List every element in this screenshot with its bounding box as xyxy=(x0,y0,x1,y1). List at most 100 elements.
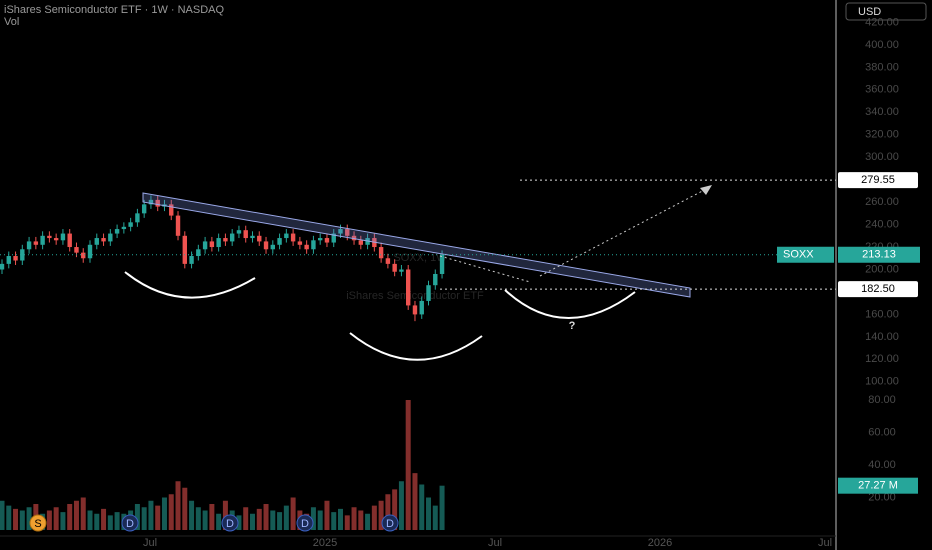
candle-body xyxy=(114,229,120,234)
candle-body xyxy=(94,238,99,245)
y-tick-label: 360.00 xyxy=(865,84,899,96)
candle-body xyxy=(169,204,174,216)
head xyxy=(349,332,483,361)
candle-body xyxy=(0,263,5,270)
candle-body xyxy=(40,235,45,245)
volume-bar xyxy=(19,510,25,530)
candle-body xyxy=(270,244,275,250)
candle-body xyxy=(53,238,59,241)
volume-bar xyxy=(324,500,330,530)
candle-body xyxy=(60,233,66,241)
candle-body xyxy=(338,229,343,234)
x-tick-label: Jul xyxy=(488,537,502,549)
currency: USD xyxy=(858,6,881,18)
volume-bar xyxy=(270,510,276,530)
candle-body xyxy=(412,305,418,315)
volume-bar xyxy=(114,512,120,530)
candle-body xyxy=(223,238,228,242)
volume-value-box xyxy=(838,477,918,494)
candle-body xyxy=(128,222,133,227)
volume-bar xyxy=(107,515,113,530)
candle-body xyxy=(229,233,235,242)
x-tick-label: Jul xyxy=(818,537,832,549)
volume-bar xyxy=(182,487,188,530)
y-tick-label: 320.00 xyxy=(865,129,899,141)
volume-bar xyxy=(243,507,249,530)
last-price-label: 213.13 xyxy=(862,249,896,261)
candle-body xyxy=(87,244,93,259)
event-label: S xyxy=(34,518,41,530)
event-label: D xyxy=(126,518,134,530)
y-tick-label: 120.00 xyxy=(865,353,899,365)
candle-body xyxy=(20,249,25,261)
volume-bar xyxy=(6,505,12,530)
candle-body xyxy=(196,249,201,257)
volume-bar xyxy=(202,510,208,530)
event-label: D xyxy=(226,518,234,530)
y-tick-label: 300.00 xyxy=(865,151,899,163)
candle-body xyxy=(345,229,350,236)
y-tick-label: 380.00 xyxy=(865,61,899,73)
volume-tick-label: 40.00 xyxy=(868,459,896,471)
candle-body xyxy=(26,241,32,250)
volume-bar xyxy=(290,497,296,530)
volume-bar xyxy=(134,504,140,530)
candle-body xyxy=(202,241,208,250)
y-tick-label: 260.00 xyxy=(865,196,899,208)
candle-body xyxy=(141,204,147,214)
volume-bar xyxy=(358,510,364,530)
candle-body xyxy=(74,247,79,253)
candle-body xyxy=(250,235,255,239)
volume-bar xyxy=(222,500,228,530)
volume-bar xyxy=(148,500,154,530)
volume-bar xyxy=(405,400,411,530)
volume-bar xyxy=(155,505,161,530)
chart-title: iShares Semiconductor ETF · 1W · NASDAQ xyxy=(4,4,225,16)
y-tick-label: 200.00 xyxy=(865,263,899,275)
candle-body xyxy=(419,300,424,315)
question-mark: ? xyxy=(569,320,576,332)
candle-body xyxy=(6,256,11,264)
candle-body xyxy=(135,213,140,223)
target-arrow xyxy=(539,186,711,277)
candle-body xyxy=(257,235,262,242)
volume-bar xyxy=(216,513,222,530)
volume-bar xyxy=(0,500,5,530)
candle-body xyxy=(101,238,106,242)
volume-bar xyxy=(432,505,438,530)
candle-body xyxy=(317,238,323,241)
volume-bar xyxy=(283,505,289,530)
volume-bar xyxy=(175,481,181,530)
volume-value-label: 27.27 M xyxy=(858,480,898,492)
x-tick-label: 2025 xyxy=(313,537,337,549)
plot-area xyxy=(0,195,445,530)
candle-body xyxy=(216,238,221,248)
volume-bar xyxy=(331,512,337,530)
candle-body xyxy=(236,230,242,234)
candle-body xyxy=(392,263,397,272)
volume-bar xyxy=(277,512,283,530)
price-level-box xyxy=(838,172,918,189)
candle-body xyxy=(304,244,309,250)
volume-bar xyxy=(161,497,167,530)
volume-bar xyxy=(195,507,201,530)
volume-bar xyxy=(378,500,384,530)
candle-body xyxy=(351,235,357,241)
volume-bar xyxy=(141,507,147,530)
candle-body xyxy=(385,258,391,264)
price-box xyxy=(838,246,920,263)
candle-body xyxy=(290,233,296,242)
candle-body xyxy=(33,241,39,245)
volume-bar xyxy=(310,507,316,530)
candle-body xyxy=(175,215,181,236)
volume-bar xyxy=(236,515,242,530)
candle-body xyxy=(108,233,113,242)
event-marker xyxy=(121,514,139,532)
volume-tick-label: 60.00 xyxy=(868,426,896,438)
currency-box[interactable] xyxy=(845,2,927,21)
volume-bar xyxy=(439,485,445,530)
candle-body xyxy=(378,247,384,259)
price-level-label: 182.50 xyxy=(861,283,895,295)
candle-body xyxy=(182,235,187,264)
